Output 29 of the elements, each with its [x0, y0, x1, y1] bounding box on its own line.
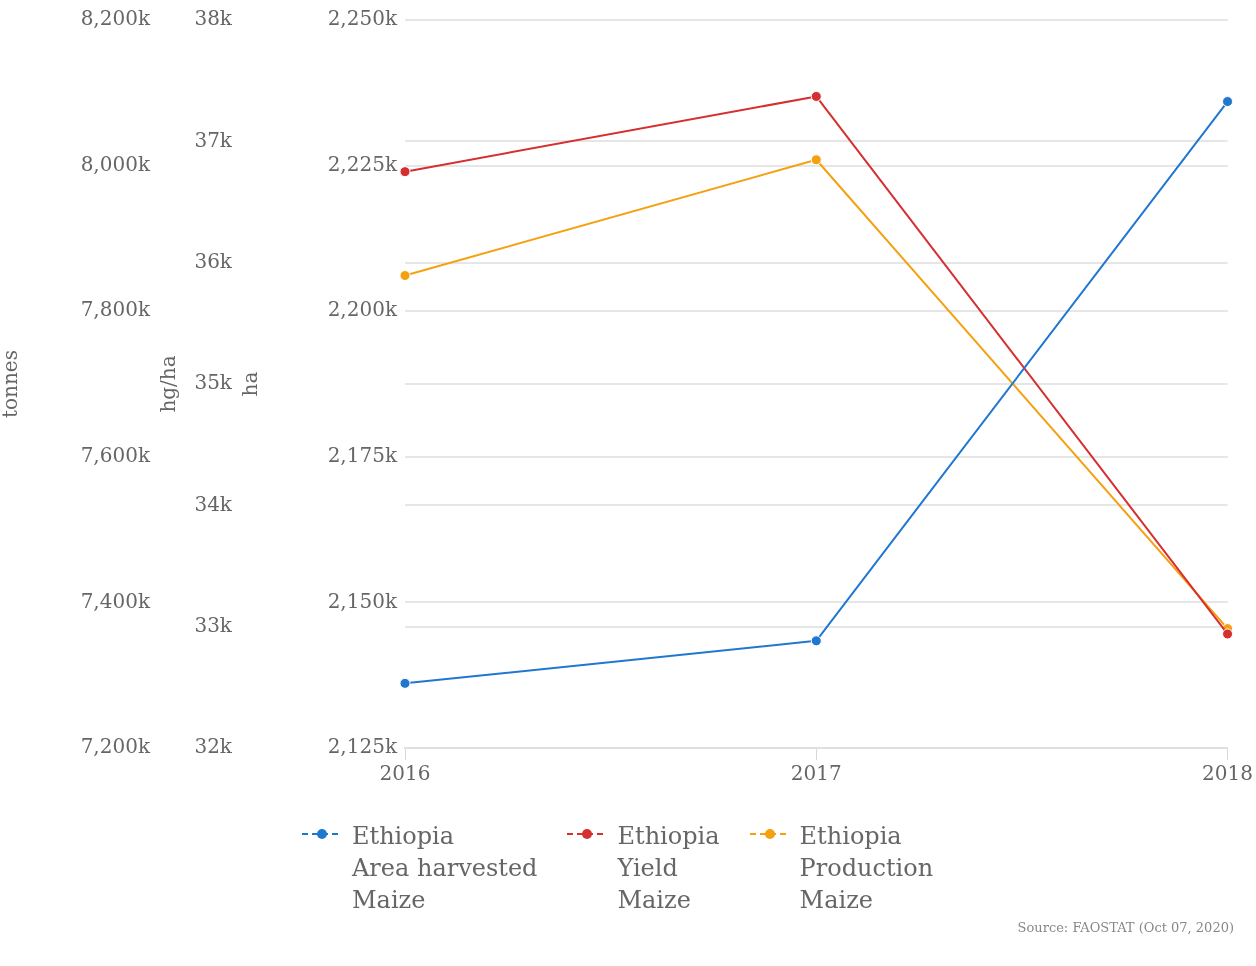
y2-tick-label: 33k: [194, 612, 233, 637]
y2-axis-title: hg/ha: [156, 355, 181, 413]
x-tick-label: 2016: [379, 761, 431, 786]
y-axis-title: tonnes: [0, 350, 23, 418]
y-tick-label: 8,200k: [80, 6, 151, 31]
x-tick-label: 2017: [790, 761, 842, 786]
y-tick-label: 7,400k: [80, 588, 151, 613]
y-tick-label: 8,000k: [80, 151, 151, 176]
y-tick-label: 7,200k: [80, 734, 151, 759]
y3-tick-label: 2,125k: [327, 734, 398, 759]
y2-tick-label: 35k: [194, 370, 233, 395]
legend-label: Ethiopia Area harvested Maize: [352, 821, 538, 916]
y3-tick-label: 2,150k: [327, 588, 398, 613]
y2-tick-label: 37k: [194, 127, 233, 152]
y2-tick-label: 34k: [194, 491, 233, 516]
y3-tick-label: 2,200k: [327, 297, 398, 322]
y3-tick-label: 2,175k: [327, 443, 398, 467]
legend-label: Ethiopia Production Maize: [799, 821, 934, 916]
y3-tick-label: 2,250k: [327, 6, 398, 31]
legend-label: Ethiopia Yield Maize: [617, 821, 720, 916]
y2-tick-label: 32k: [194, 734, 233, 759]
y3-tick-label: 2,225k: [327, 151, 398, 176]
x-tick-label: 2018: [1202, 761, 1253, 786]
y2-tick-label: 36k: [194, 248, 233, 273]
y-tick-label: 7,800k: [80, 297, 151, 322]
y2-tick-label: 38k: [194, 6, 233, 31]
source-note: Source: FAOSTAT (Oct 07, 2020): [1016, 920, 1235, 935]
y-tick-label: 7,600k: [80, 443, 151, 467]
y3-axis-title: ha: [238, 371, 263, 397]
